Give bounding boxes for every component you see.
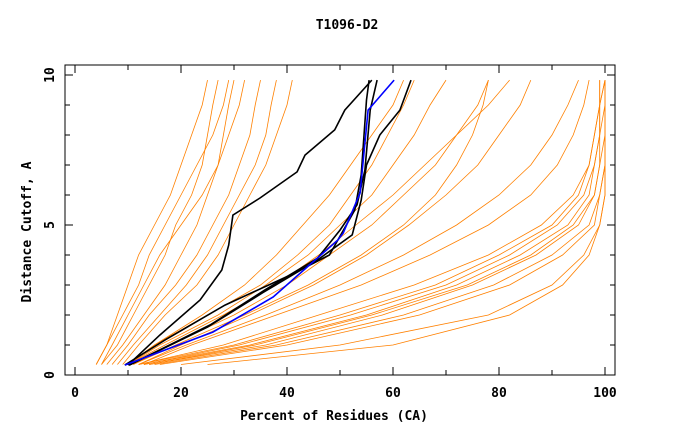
model-curve-orange <box>95 80 230 365</box>
model-curve-orange <box>122 80 293 365</box>
model-curve-orange <box>133 79 489 365</box>
y-axis-label: Distance Cutoff, A <box>20 161 35 302</box>
plot-lines <box>95 79 606 366</box>
x-tick-label: 0 <box>71 386 79 401</box>
model-curve-orange <box>149 80 606 365</box>
axis-ticks: 0 20 40 60 80 100 0 5 10 <box>43 65 617 401</box>
x-tick-label: 60 <box>385 386 401 401</box>
x-tick-label: 80 <box>491 386 507 401</box>
model-curve-orange <box>127 79 447 365</box>
x-axis-label: Percent of Residues (CA) <box>240 409 428 424</box>
model-curve-orange <box>133 80 489 365</box>
model-curve-orange <box>143 80 606 365</box>
x-tick-label: 100 <box>593 386 617 401</box>
model-curve-black <box>124 79 370 366</box>
y-tick-label: 0 <box>43 371 58 379</box>
model-curve-orange <box>180 80 606 365</box>
model-curve-orange <box>117 80 277 365</box>
x-tick-label: 40 <box>279 386 295 401</box>
model-curve-orange <box>106 80 235 365</box>
y-tick-label: 10 <box>43 67 58 83</box>
model-curve-black <box>127 79 373 366</box>
model-curve-black <box>128 79 412 366</box>
model-curve-orange <box>111 80 261 365</box>
model-curve-orange <box>138 80 601 365</box>
model-curve-blue <box>124 79 395 366</box>
model-curve-orange <box>127 79 415 365</box>
chart-title: T1096-D2 <box>316 18 379 33</box>
model-curve-orange <box>101 80 219 365</box>
x-tick-label: 20 <box>173 386 189 401</box>
model-curve-orange <box>143 80 590 365</box>
model-curve-orange <box>127 79 404 365</box>
model-curve-orange <box>95 80 208 365</box>
model-curve-orange <box>207 80 606 365</box>
y-tick-label: 5 <box>43 221 58 229</box>
model-curve-orange <box>101 80 245 365</box>
model-curve-orange <box>154 80 606 365</box>
model-curve-orange <box>159 80 606 365</box>
model-curve-orange <box>127 79 510 365</box>
model-curve-orange <box>138 79 579 365</box>
model-curve-orange <box>138 79 532 365</box>
model-curve-orange <box>149 80 606 365</box>
